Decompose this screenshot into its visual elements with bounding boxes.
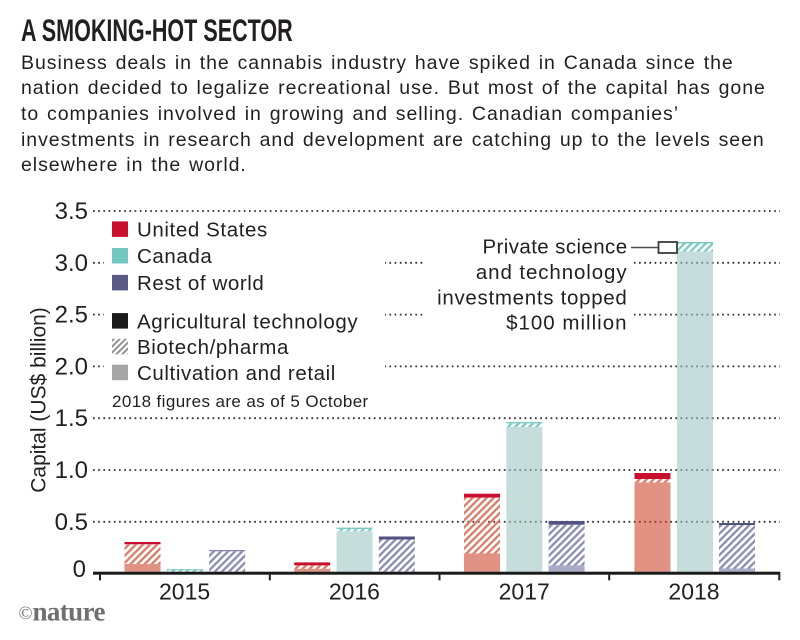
svg-text:2.5: 2.5 [55, 302, 88, 329]
svg-text:1.0: 1.0 [55, 457, 88, 484]
svg-text:$100 million: $100 million [506, 312, 627, 335]
svg-text:2.0: 2.0 [55, 353, 88, 380]
svg-text:2015: 2015 [159, 579, 210, 605]
svg-text:2017: 2017 [499, 579, 550, 605]
svg-text:1.5: 1.5 [55, 405, 88, 432]
svg-text:0.5: 0.5 [55, 509, 88, 536]
svg-text:Cultivation and retail: Cultivation and retail [137, 362, 336, 385]
svg-text:investments topped: investments topped [437, 286, 627, 309]
svg-text:3.0: 3.0 [55, 250, 88, 277]
svg-text:©nature: ©nature [19, 597, 106, 627]
svg-text:Agricultural technology: Agricultural technology [137, 310, 358, 333]
svg-text:United States: United States [137, 219, 268, 242]
svg-text:Private science: Private science [482, 236, 627, 259]
svg-text:Capital (US$ billion): Capital (US$ billion) [28, 307, 51, 493]
svg-text:2016: 2016 [329, 579, 380, 605]
svg-text:3.5: 3.5 [55, 198, 88, 225]
svg-text:2018 figures are as of 5 Octob: 2018 figures are as of 5 October [112, 392, 369, 411]
svg-text:2018: 2018 [668, 579, 719, 605]
svg-text:Rest of world: Rest of world [137, 272, 264, 295]
svg-text:Biotech/pharma: Biotech/pharma [137, 336, 289, 359]
svg-text:Canada: Canada [137, 245, 212, 268]
svg-text:and technology: and technology [476, 261, 628, 284]
svg-text:0: 0 [73, 556, 86, 583]
